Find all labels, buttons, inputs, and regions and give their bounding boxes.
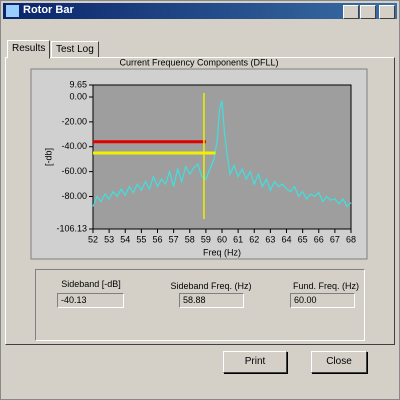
x-axis-label: Freq (Hz) — [203, 247, 241, 257]
x-tick-label: 53 — [104, 234, 114, 244]
y-axis-label: [-db] — [43, 148, 53, 166]
x-tick-label: 63 — [265, 234, 275, 244]
title-bar: Rotor Bar — [3, 3, 397, 19]
maximize-button[interactable] — [360, 5, 376, 19]
spectrum-line — [92, 100, 352, 208]
chart-title: Current Frequency Components (DFLL) — [119, 57, 278, 67]
x-tick-label: 65 — [298, 234, 308, 244]
x-tick-label: 58 — [185, 234, 195, 244]
close-window-button[interactable] — [379, 5, 395, 19]
y-tick-label: 0.00 — [69, 91, 87, 101]
x-tick-label: 62 — [249, 234, 259, 244]
x-tick-label: 66 — [314, 234, 324, 244]
y-tick-label: -60.00 — [61, 166, 87, 176]
field-value: 60.00 — [290, 293, 355, 308]
field-label: Fund. Freq. (Hz) — [292, 281, 359, 291]
x-tick-label: 61 — [233, 234, 243, 244]
x-tick-label: 57 — [169, 234, 179, 244]
y-tick-label: -80.00 — [61, 191, 87, 201]
field-value: 58.88 — [179, 293, 244, 308]
x-tick-label: 64 — [281, 234, 291, 244]
x-tick-label: 52 — [88, 234, 98, 244]
chart: Current Frequency Components (DFLL) [-db… — [30, 57, 368, 260]
field-label: Sideband [-dB] — [61, 279, 121, 289]
window-title: Rotor Bar — [23, 4, 74, 16]
tab[interactable]: Results — [7, 40, 51, 59]
results-group — [35, 269, 365, 341]
y-tick-label: -40.00 — [61, 141, 87, 151]
y-tick-label: -20.00 — [61, 116, 87, 126]
y-tick-label: -106.13 — [56, 223, 87, 233]
x-tick-label: 55 — [136, 234, 146, 244]
x-tick-label: 54 — [120, 234, 130, 244]
minimize-button[interactable] — [343, 5, 359, 19]
x-tick-label: 60 — [217, 234, 227, 244]
y-tick-label: 9.65 — [69, 79, 87, 89]
field-value: -40.13 — [57, 293, 124, 308]
field-label: Sideband Freq. (Hz) — [170, 281, 252, 291]
plot-area — [92, 84, 352, 230]
x-tick-label: 67 — [330, 234, 340, 244]
close-button[interactable]: Close — [311, 351, 367, 373]
x-tick-label: 59 — [201, 234, 211, 244]
tab-panel — [5, 57, 395, 345]
app-icon — [6, 5, 19, 17]
print-button[interactable]: Print — [223, 351, 287, 373]
x-tick-label: 68 — [346, 234, 356, 244]
x-tick-label: 56 — [152, 234, 162, 244]
